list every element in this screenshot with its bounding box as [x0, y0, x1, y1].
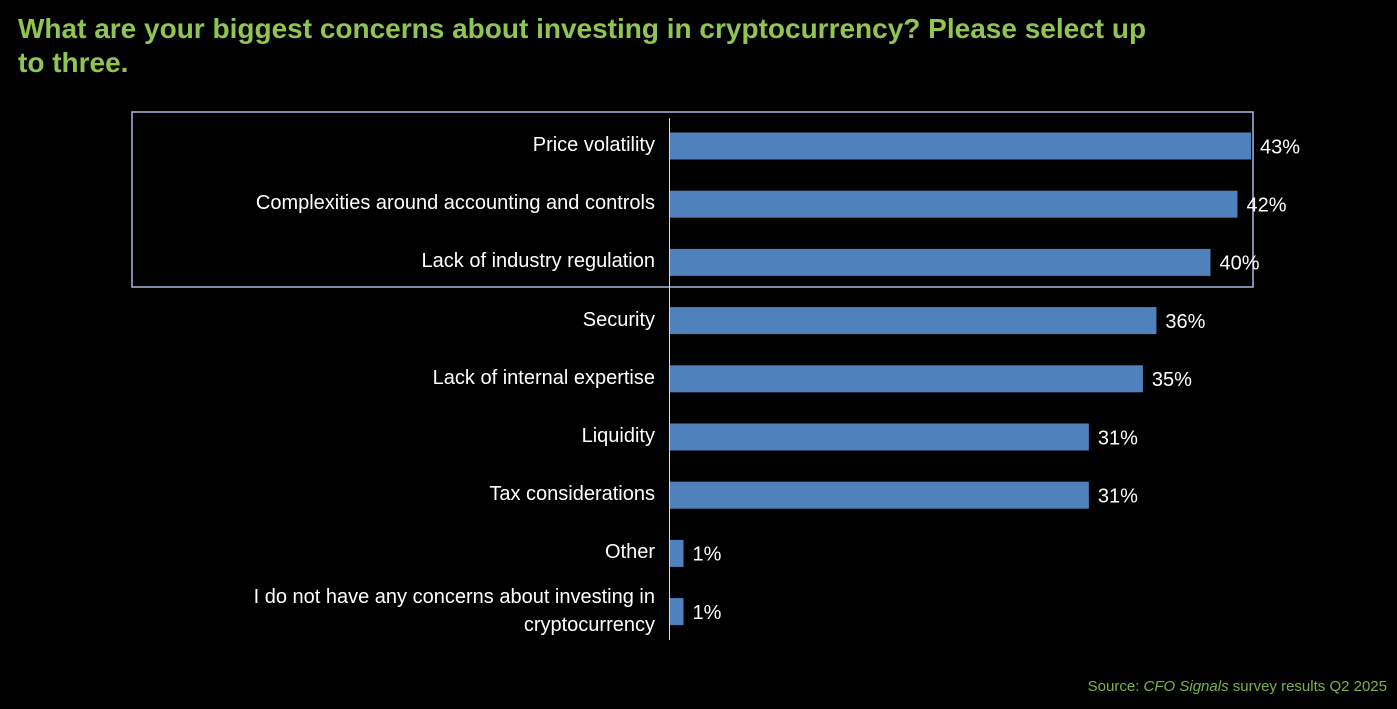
bar — [670, 132, 1251, 160]
bar — [670, 365, 1143, 393]
source-publication: CFO Signals — [1143, 678, 1229, 695]
data-label: 31% — [1098, 485, 1138, 507]
data-label: 43% — [1260, 136, 1300, 158]
category-label: I do not have any concerns about investi… — [253, 585, 655, 636]
highlight-box — [131, 111, 1254, 288]
data-label: 1% — [693, 602, 722, 624]
category-label: Price volatility — [532, 134, 655, 156]
data-label: 31% — [1098, 427, 1138, 449]
category-label: Lack of internal expertise — [432, 366, 655, 389]
bar — [670, 481, 1089, 509]
bar — [670, 598, 684, 626]
data-label: 1% — [693, 544, 722, 566]
source-note: Source: CFO Signals survey results Q2 20… — [1088, 678, 1387, 695]
bar — [670, 190, 1238, 218]
data-label: 36% — [1165, 311, 1205, 333]
bar — [670, 423, 1089, 451]
source-prefix: Source: — [1087, 678, 1144, 695]
category-label: Lack of industry regulation — [421, 250, 655, 273]
data-label: 40% — [1219, 253, 1259, 275]
category-label: Liquidity — [581, 425, 655, 447]
category-label: Tax considerations — [489, 483, 655, 506]
bar — [670, 307, 1157, 335]
data-label: 42% — [1246, 194, 1286, 216]
bar — [670, 539, 684, 567]
data-label: 35% — [1152, 369, 1192, 391]
chart-title: What are your biggest concerns about inv… — [18, 13, 1147, 78]
category-label: Security — [582, 308, 655, 331]
bar — [670, 248, 1211, 276]
category-label: Complexities around accounting and contr… — [255, 192, 655, 215]
source-suffix: survey results Q2 2025 — [1228, 678, 1387, 695]
category-label: Other — [604, 541, 655, 564]
